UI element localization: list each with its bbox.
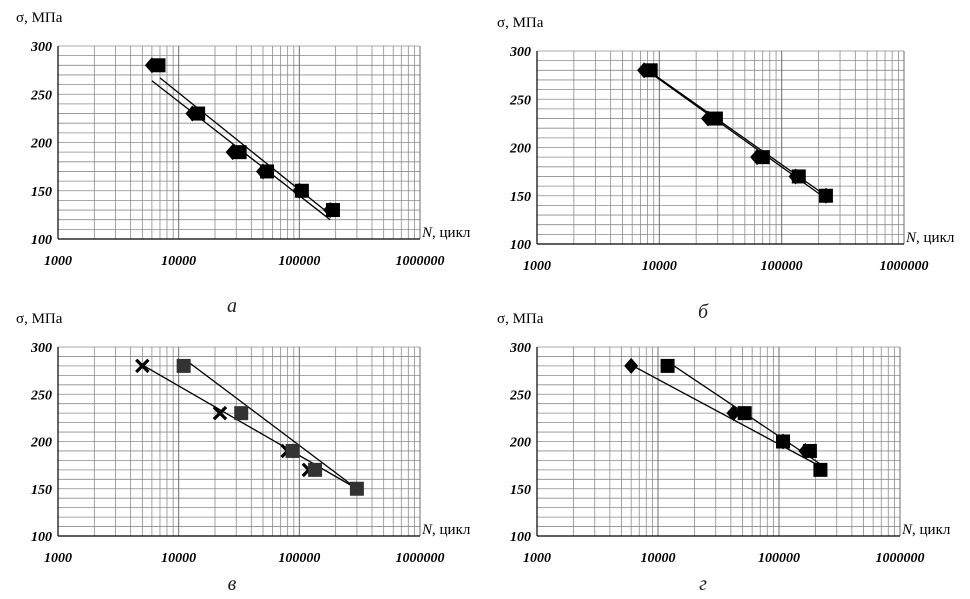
- chart-panel-3: 100 150 200 250 300 1000 10000 100000 1000000 σ, …: [16, 311, 471, 595]
- square-marker: [737, 406, 752, 421]
- square-marker: [349, 481, 364, 496]
- y-tick-label: 150: [31, 185, 52, 200]
- x-tick-label: 100000: [761, 259, 803, 274]
- square-marker: [755, 150, 770, 165]
- y-axis-label: σ, МПа: [16, 311, 63, 327]
- square-marker: [325, 203, 340, 218]
- y-tick-label: 300: [30, 341, 52, 356]
- y-tick-label: 200: [509, 436, 531, 451]
- square-marker: [776, 434, 791, 449]
- y-tick-label: 200: [30, 137, 52, 152]
- y-axis-label: σ, МПа: [16, 10, 63, 26]
- y-tick-label: 100: [510, 238, 531, 253]
- x-tick-label: 1000: [523, 551, 551, 566]
- square-marker: [308, 462, 323, 477]
- square-marker: [232, 145, 247, 160]
- panel-label: в: [228, 573, 237, 595]
- y-tick-label: 250: [30, 388, 52, 403]
- panel-label: б: [698, 301, 709, 323]
- x-tick-label: 100000: [278, 551, 320, 566]
- y-tick-label: 100: [31, 233, 52, 248]
- square-marker: [643, 63, 658, 78]
- y-tick-label: 300: [30, 40, 52, 55]
- square-marker: [191, 106, 206, 121]
- x-tick-label: 10000: [161, 254, 196, 269]
- y-tick-label: 100: [31, 530, 52, 545]
- square-marker: [813, 462, 828, 477]
- square-marker: [660, 358, 675, 373]
- y-tick-label: 200: [30, 436, 52, 451]
- x-tick-label: 1000: [523, 259, 551, 274]
- x-tick-label: 1000: [44, 254, 72, 269]
- square-marker: [285, 443, 300, 458]
- x-axis-label: N, цикл: [901, 522, 951, 538]
- y-tick-label: 300: [509, 341, 531, 356]
- x-tick-label: 1000000: [880, 259, 929, 274]
- cross-marker: [135, 358, 150, 374]
- y-tick-label: 300: [509, 45, 531, 60]
- panel-label: г: [699, 573, 707, 595]
- x-tick-label: 10000: [161, 551, 196, 566]
- x-axis-label: N, цикл: [905, 230, 955, 246]
- square-marker: [708, 111, 723, 126]
- square-marker: [234, 406, 249, 421]
- y-tick-label: 100: [510, 530, 531, 545]
- x-tick-label: 100000: [758, 551, 800, 566]
- chart-panel-2: 100 150 200 250 300 1000 10000 100000 1000000 σ, …: [497, 15, 955, 323]
- square-marker: [151, 58, 166, 73]
- y-tick-label: 250: [30, 88, 52, 103]
- square-marker: [818, 188, 833, 203]
- x-axis-label: N, цикл: [421, 522, 471, 538]
- y-tick-label: 150: [31, 483, 52, 498]
- y-tick-label: 150: [510, 483, 531, 498]
- square-marker: [791, 169, 806, 184]
- chart-panel-1: 100 150 200 250 300 1000 10000 100000 1000000 σ, …: [16, 10, 471, 317]
- y-tick-label: 150: [510, 190, 531, 205]
- x-tick-label: 100000: [278, 254, 320, 269]
- square-marker: [294, 183, 309, 198]
- panel-label: а: [227, 295, 237, 317]
- x-tick-label: 1000000: [396, 551, 445, 566]
- x-tick-label: 1000000: [396, 254, 445, 269]
- square-marker: [176, 358, 191, 373]
- trend-line-square: [185, 359, 358, 490]
- chart-panel-4: 100 150 200 250 300 1000 10000 100000 1000000 σ, …: [497, 311, 951, 595]
- y-tick-label: 200: [509, 142, 531, 157]
- y-axis-label: σ, МПа: [497, 15, 544, 31]
- diamond-marker: [726, 405, 741, 422]
- cross-marker: [212, 405, 228, 421]
- diamond-marker: [624, 357, 639, 374]
- x-axis-label: N, цикл: [421, 225, 471, 241]
- x-tick-label: 1000: [44, 551, 72, 566]
- y-axis-label: σ, МПа: [497, 311, 544, 327]
- y-tick-label: 250: [509, 388, 531, 403]
- square-marker: [260, 164, 275, 179]
- trend-line-diamond: [630, 364, 819, 466]
- y-tick-label: 250: [509, 93, 531, 108]
- x-tick-label: 10000: [641, 551, 676, 566]
- x-tick-label: 1000000: [876, 551, 925, 566]
- x-tick-label: 10000: [642, 259, 677, 274]
- square-marker: [802, 443, 817, 458]
